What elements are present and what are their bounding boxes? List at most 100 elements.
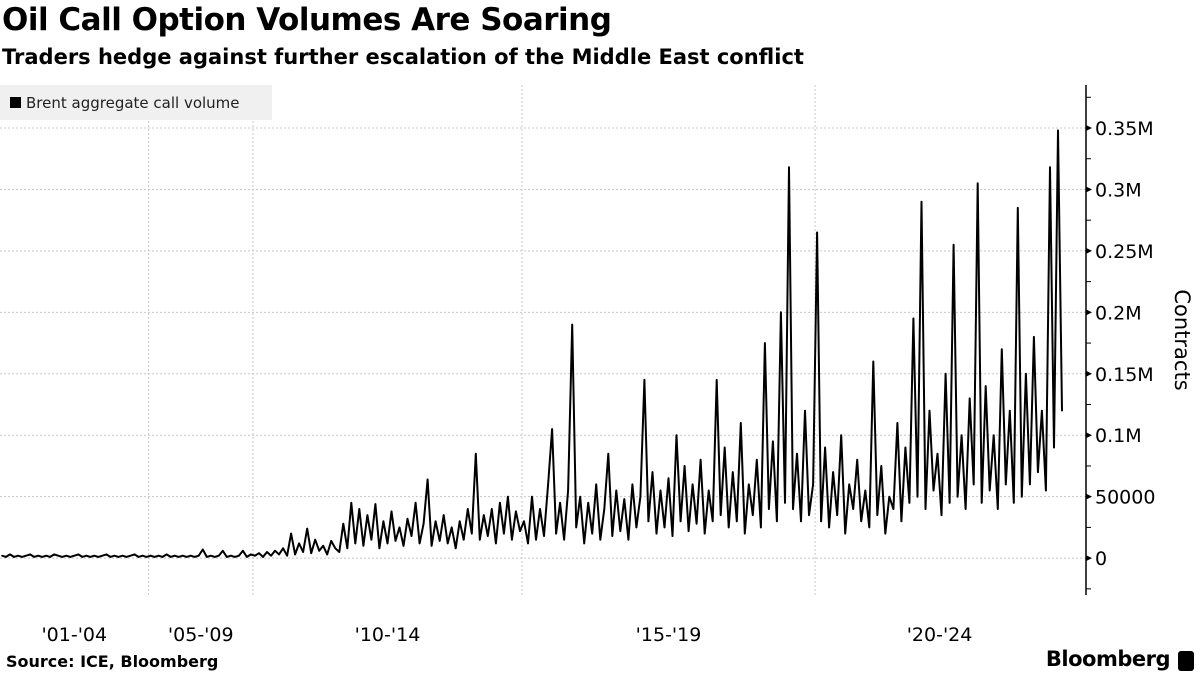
data-point — [169, 556, 172, 558]
data-point — [89, 556, 92, 558]
data-point — [358, 508, 361, 510]
data-point — [735, 520, 738, 523]
data-point — [776, 520, 778, 523]
data-point — [748, 483, 750, 486]
data-point — [322, 545, 325, 547]
data-point — [956, 495, 959, 498]
y-axis: 0 50000 0.1M 0.15M 0.2M 0.25M 0.3M 0.35M — [1085, 85, 1155, 595]
data-point — [230, 554, 232, 557]
data-point — [57, 554, 60, 557]
data-point — [105, 553, 108, 556]
data-point — [386, 542, 389, 545]
data-point — [153, 556, 156, 558]
data-point — [719, 514, 722, 516]
data-point — [354, 542, 357, 545]
data-point — [466, 508, 469, 510]
data-point — [1049, 166, 1051, 169]
data-point — [438, 540, 441, 542]
data-point — [804, 409, 806, 412]
legend-label: Brent aggregate call volume — [26, 93, 240, 112]
data-point — [723, 446, 726, 449]
x-axis-labels: '01-'04 '05-'09 '10-'14 '15-'19 '20-'24 — [41, 624, 972, 646]
data-point — [924, 508, 927, 510]
data-point — [715, 379, 718, 381]
data-point — [920, 200, 923, 203]
data-point — [928, 409, 931, 412]
data-point — [683, 465, 686, 467]
data-point — [992, 434, 995, 437]
y-tick-label: 0.1M — [1095, 425, 1142, 447]
data-point — [699, 459, 702, 461]
data-point — [362, 545, 365, 547]
y-tick — [1086, 493, 1092, 500]
y-tick-label: 50000 — [1095, 487, 1155, 509]
data-point — [908, 502, 911, 504]
data-point — [639, 495, 642, 498]
data-point — [547, 483, 549, 486]
data-point — [611, 535, 614, 537]
data-point — [266, 551, 268, 553]
data-point — [876, 514, 879, 516]
data-point — [442, 514, 445, 516]
data-point — [262, 556, 264, 558]
data-point — [41, 556, 43, 558]
data-point — [149, 554, 152, 557]
data-point — [1041, 409, 1043, 412]
data-point — [864, 489, 867, 492]
data-point — [33, 556, 35, 558]
data-point — [93, 554, 96, 557]
data-point — [848, 483, 850, 486]
y-tick — [1086, 247, 1092, 254]
data-point — [330, 540, 333, 542]
data-point — [374, 503, 377, 505]
data-point — [507, 495, 509, 498]
data-point — [671, 535, 674, 537]
data-point — [972, 483, 975, 486]
data-point — [840, 434, 842, 437]
data-point — [290, 532, 292, 535]
chart-title: Oil Call Option Volumes Are Soaring — [2, 2, 612, 38]
data-point — [499, 502, 501, 504]
data-point — [398, 526, 401, 529]
data-point — [117, 556, 120, 558]
data-point — [912, 317, 915, 320]
data-point — [101, 554, 104, 557]
data-point — [551, 428, 553, 430]
data-point — [1057, 129, 1059, 132]
data-point — [77, 553, 80, 556]
data-point — [739, 422, 742, 424]
y-tick-label: 0.15M — [1095, 364, 1154, 386]
data-point — [491, 508, 493, 510]
data-point — [25, 554, 27, 557]
data-point — [1037, 471, 1039, 473]
data-point — [250, 553, 252, 556]
chart-subtitle: Traders hedge against further escalation… — [2, 45, 804, 69]
data-point — [1061, 409, 1063, 412]
data-point — [414, 502, 417, 504]
data-point — [173, 554, 176, 557]
source-note: Source: ICE, Bloomberg — [6, 652, 219, 671]
data-point — [29, 553, 31, 556]
data-point — [137, 556, 140, 558]
data-point — [788, 166, 790, 169]
data-point — [450, 526, 453, 529]
data-point — [209, 554, 212, 557]
data-point — [539, 508, 541, 510]
y-tick — [1086, 370, 1092, 377]
data-point — [916, 495, 919, 498]
data-point — [1009, 409, 1011, 412]
y-tick — [1086, 432, 1092, 439]
data-point — [764, 342, 766, 344]
data-point — [884, 532, 887, 535]
data-point — [483, 514, 485, 516]
x-tick-label: '01-'04 — [41, 624, 107, 646]
data-point — [615, 489, 618, 492]
series-line-brent-call-volume — [1, 129, 1063, 558]
data-point — [888, 495, 891, 498]
data-point — [302, 551, 304, 553]
data-point — [458, 520, 461, 523]
data-point — [21, 556, 23, 558]
gridlines — [0, 85, 1086, 595]
data-point — [800, 520, 802, 523]
data-point — [430, 545, 433, 547]
